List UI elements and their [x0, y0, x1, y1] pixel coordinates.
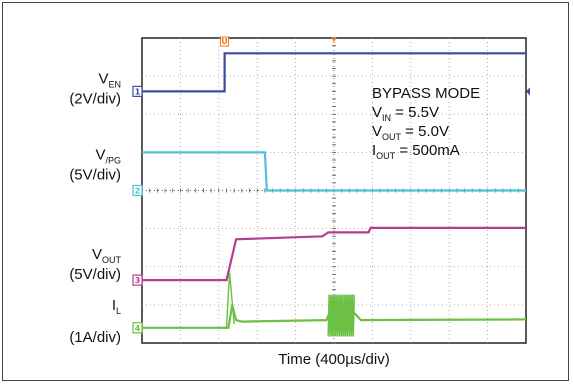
trace-ch4-spike — [225, 272, 235, 328]
channel-marker-label: 4 — [135, 324, 141, 333]
annotation-line: BYPASS MODE — [372, 85, 480, 102]
time-center-marker — [331, 37, 337, 42]
channel-scale-3: (5V/div) — [69, 266, 121, 283]
channel-name-1: VEN — [98, 70, 121, 89]
channel-scale-4: (1A/div) — [69, 329, 121, 346]
channel-marker-4: 4 — [132, 322, 143, 334]
traces: 1 2 3 4 U — [132, 36, 530, 337]
trace-ch3 — [142, 226, 526, 282]
channel-marker-label: 2 — [135, 187, 141, 196]
channel-marker-1: 1 — [132, 85, 143, 97]
trigger-marker-label: U — [221, 37, 228, 46]
trace-ch4-ripple — [327, 294, 355, 337]
annotation-line: VIN = 5.5V — [372, 104, 439, 123]
channel-scale-2: (5V/div) — [69, 167, 121, 184]
channel-marker-2: 2 — [132, 184, 143, 197]
trigger-marker: U — [220, 36, 230, 47]
trace-ch1 — [142, 52, 526, 93]
channel-labels: VEN(2V/div)V/PG(5V/div)VOUT(5V/div)IL(1A… — [69, 70, 121, 345]
channel-name-4: IL — [112, 297, 121, 316]
trace-ch2 — [142, 151, 526, 192]
channel-marker-3: 3 — [132, 274, 143, 286]
channel-scale-1: (2V/div) — [69, 90, 121, 107]
annotation-line: IOUT = 500mA — [372, 142, 460, 161]
annotation-line: VOUT = 5.0V — [372, 123, 449, 142]
channel-marker-label: 1 — [135, 87, 141, 96]
x-axis-label: Time (400µs/div) — [278, 351, 389, 368]
channel-marker-label: 3 — [135, 276, 141, 285]
trace-ch4 — [142, 304, 527, 329]
level-marker-right — [526, 87, 530, 96]
channel-name-3: VOUT — [92, 246, 122, 265]
channel-name-2: V/PG — [95, 147, 121, 166]
